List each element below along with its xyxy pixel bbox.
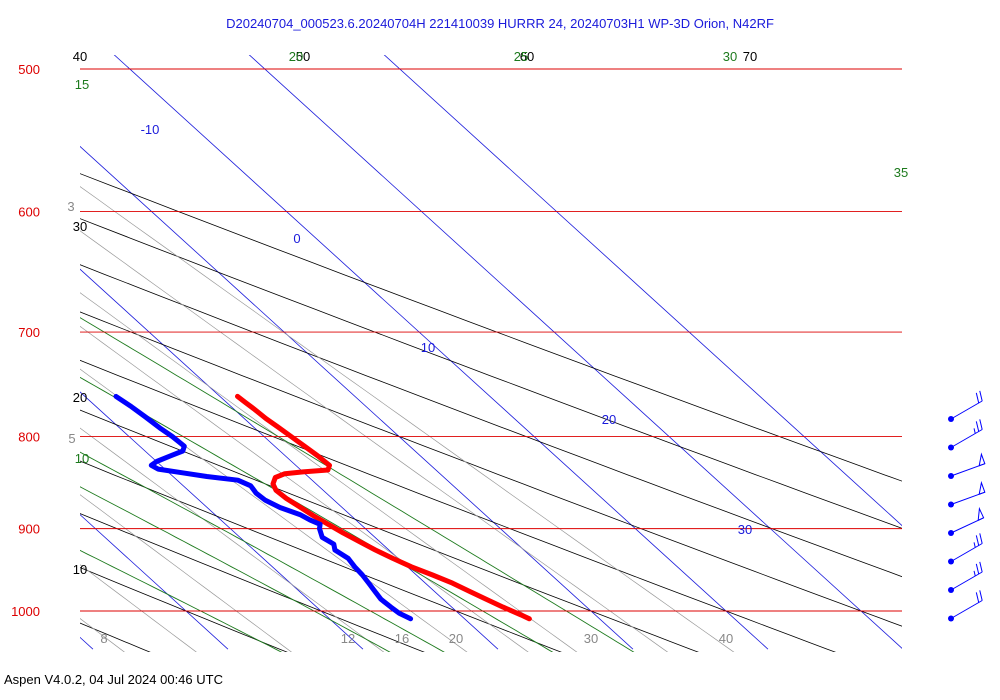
wind-barb [948,452,986,479]
wind-barb [948,390,983,422]
mixing-ratio-line [80,230,669,652]
wind-barb [948,480,986,508]
temperature-tick-label: 30 [584,631,598,646]
pressure-label: 700 [18,325,40,340]
isotherm-line [113,55,769,650]
wind-barb-flag [975,563,980,575]
mixing-ratio-line [80,494,292,652]
moist-adiabat-line [80,486,391,652]
dewpoint-profile [113,393,414,622]
wind-barbs-panel [948,390,986,622]
wind-barb-flag [979,533,983,544]
wind-barb-flag [979,561,983,573]
isotherm-label: 20 [602,412,616,427]
wind-barb-flag [975,421,980,432]
pressure-label: 1000 [11,604,40,619]
temperature-tick-label: 20 [449,631,463,646]
mixing-ratio-line [80,427,385,652]
wind-barb-staff [950,571,983,591]
isotherm-line [80,268,499,650]
wind-barb-flag [979,419,983,430]
temperature-tick-label: 12 [341,631,355,646]
moist-adiabat-line [80,549,283,652]
isotherm-label: 0 [293,231,300,246]
pressure-label: 900 [18,522,40,537]
mixing-ratio-label: 5 [68,431,75,446]
dry-adiabat-line [80,311,902,627]
isotherm-label: -10 [141,122,160,137]
dry-adiabat-label: 60 [520,49,534,64]
dry-adiabat-line [80,460,562,652]
temperature-tick-label: 8 [100,631,107,646]
moist-adiabat-label: 25 [514,49,528,64]
dry-adiabat-line [80,218,902,529]
mixing-ratio-line [80,368,468,652]
pressure-label: 800 [18,430,40,445]
dry-adiabat-label: 30 [73,219,87,234]
wind-barb-flag [979,390,983,402]
wind-barb-half-flag [973,428,976,434]
dry-adiabat-label: 40 [73,49,87,64]
dry-adiabat-label: 20 [73,390,87,405]
mixing-ratio-label: 3 [67,199,74,214]
isotherm-line [80,514,229,650]
isotherm-line [248,55,902,649]
dry-adiabat-label: 10 [73,562,87,577]
moist-adiabat-line [80,451,445,652]
isotherm-line [80,636,94,650]
mixing-ratio-line [0,0,14,657]
mixing-ratio-line [80,292,578,652]
wind-barb-half-flag [973,570,976,577]
dry-adiabat-label: 70 [743,49,757,64]
wind-barb [948,419,983,451]
wind-barb-pennant [978,480,986,496]
wind-barb-pennant [978,452,986,467]
wind-barb-flag [975,392,980,404]
mixing-ratio-line [80,186,735,652]
wind-barb-staff [950,600,983,619]
wind-barb-flag [975,535,980,546]
dry-adiabat-line [80,264,902,578]
moist-adiabat-label: 20 [289,49,303,64]
isotherm-label: 30 [738,522,752,537]
wind-barb-flag [975,592,980,603]
mixing-ratio-line [80,564,197,652]
dry-adiabat-line [0,37,24,657]
wind-barb-pennant [977,506,985,522]
dry-adiabat-line [80,173,902,482]
footer-credit: Aspen V4.0.2, 04 Jul 2024 00:46 UTC [4,672,223,687]
temperature-tick-label: 40 [719,631,733,646]
wind-barb-flag [979,590,983,601]
wind-barb [948,561,983,593]
moist-adiabat-label: 15 [75,77,89,92]
wind-barb-half-flag [973,542,976,548]
dry-adiabat-label: 50 [296,49,310,64]
isotherm-label: 10 [421,340,435,355]
wind-barb [948,506,985,536]
wind-barb [948,533,983,565]
dry-adiabat-line [80,359,837,652]
wind-barb-staff [950,400,983,420]
dry-adiabat-line [80,513,425,652]
temperature-tick-label: 16 [395,631,409,646]
dry-adiabat-line [80,409,699,652]
wind-barb-staff [950,543,983,562]
wind-barb-staff [950,429,983,448]
dry-adiabat-line [80,567,288,652]
moist-adiabat-label: 10 [75,451,89,466]
wind-barb [948,590,983,622]
isotherm-line [383,55,902,527]
temperature-profile [235,393,532,622]
pressure-label: 500 [18,62,40,77]
isotherm-line [80,391,364,650]
moist-adiabat-line [80,317,635,652]
pressure-label: 600 [18,205,40,220]
moist-adiabat-label: 30 [723,49,737,64]
chart-title: D20240704_000523.6.20240704H 221410039 H… [226,16,774,31]
moist-adiabat-label: 35 [894,165,908,180]
